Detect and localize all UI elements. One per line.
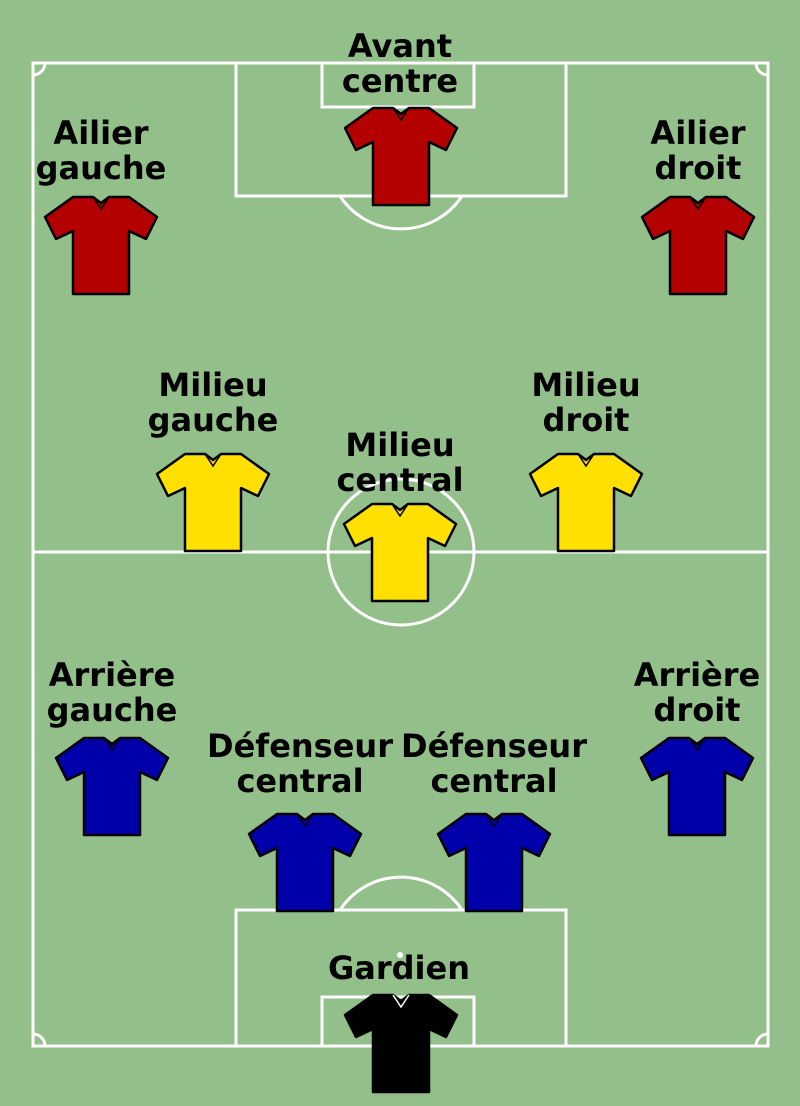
shirt-icon (247, 812, 363, 913)
shirt-collar (296, 813, 314, 828)
top-goal-area (320, 61, 476, 109)
player-gardien: Gardien (328, 949, 470, 1094)
bottom-penalty-arc (338, 875, 464, 911)
shirt-icon (342, 502, 458, 603)
player-label-line2: central (336, 461, 463, 499)
player-label-line1: Milieu (158, 366, 267, 404)
player-label-line2: gauche (47, 691, 178, 729)
player-label-line2: droit (543, 401, 630, 439)
player-label-line2: gauche (36, 149, 167, 187)
corner-arc-bottom-right (754, 1032, 769, 1047)
shirt-icon (528, 452, 644, 553)
shirt-collar (577, 453, 595, 468)
player-label-line1: Gardien (328, 949, 470, 987)
corner-arc-bottom-left (32, 1032, 47, 1047)
shirt-collar (204, 453, 222, 468)
player-label-line1: Milieu (345, 426, 454, 464)
player-label-line2: centre (342, 62, 458, 100)
player-label-line2: central (430, 762, 557, 800)
player-label-line1: Ailier (650, 114, 745, 152)
shirt-icon (639, 736, 755, 837)
shirt-icon (54, 736, 170, 837)
shirt-collar (103, 737, 121, 752)
shirt-icon (155, 452, 271, 553)
shirt-collar (392, 994, 410, 1009)
shirt-collar (392, 107, 410, 122)
top-penalty-arc (338, 195, 464, 231)
player-label-line1: Ailier (53, 114, 148, 152)
centre-circle (326, 477, 476, 627)
shirt-icon (43, 195, 159, 296)
shirt-collar (689, 196, 707, 211)
player-label-line1: Arrière (49, 656, 175, 694)
player-label-line2: droit (655, 149, 742, 187)
player-label-line1: Milieu (531, 366, 640, 404)
player-label-line2: gauche (148, 401, 279, 439)
players-layer: AvantcentreAiliergaucheAilierdroitMilieu… (36, 27, 760, 1094)
player-label-line2: central (236, 762, 363, 800)
shirt-icon (343, 993, 459, 1094)
player-label-line2: droit (654, 691, 741, 729)
player-label-line1: Arrière (634, 656, 760, 694)
shirt-collar (92, 196, 110, 211)
corner-arc-top-right (754, 62, 769, 77)
penalty-spot-bottom (397, 952, 403, 958)
player-label-line1: Défenseur (401, 727, 587, 765)
shirt-collar (391, 503, 409, 518)
shirt-icon (436, 812, 552, 913)
shirt-icon (343, 106, 459, 207)
player-label-line1: Défenseur (207, 727, 393, 765)
shirt-collar (688, 737, 706, 752)
shirt-icon (640, 195, 756, 296)
player-label-line1: Avant (348, 27, 452, 65)
shirt-collar (485, 813, 503, 828)
corner-arc-top-left (32, 62, 47, 77)
